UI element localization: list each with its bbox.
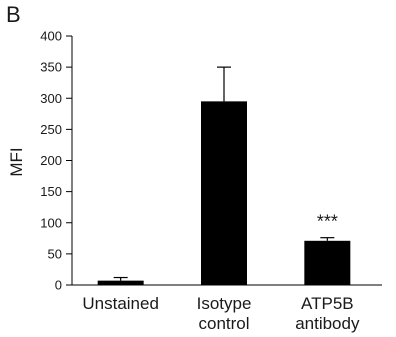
y-tick-label: 0 — [55, 278, 62, 293]
y-axis: 0 50 100 150 200 250 300 350 400 — [40, 29, 73, 293]
bar — [201, 101, 247, 285]
y-axis-label: MFI — [7, 147, 26, 176]
x-tick-label: Unstained — [82, 294, 159, 313]
y-tick-label: 250 — [40, 122, 62, 137]
y-tick-label: 300 — [40, 91, 62, 106]
panel-letter: B — [6, 2, 21, 27]
bar — [304, 240, 351, 285]
y-tick-label: 350 — [40, 60, 62, 75]
x-tick-label: ATP5B — [301, 294, 354, 313]
y-tick-label: 50 — [48, 246, 62, 261]
bars: *** — [97, 66, 351, 285]
y-tick-label: 150 — [40, 184, 62, 199]
y-tick-label: 100 — [40, 215, 62, 230]
y-tick-label: 200 — [40, 153, 62, 168]
y-tick-label: 400 — [40, 29, 62, 44]
x-tick-label: antibody — [295, 314, 360, 333]
x-tick-label: Isotype — [197, 294, 252, 313]
significance-label: *** — [317, 212, 338, 232]
bar — [97, 280, 144, 285]
x-tick-label: control — [198, 314, 249, 333]
